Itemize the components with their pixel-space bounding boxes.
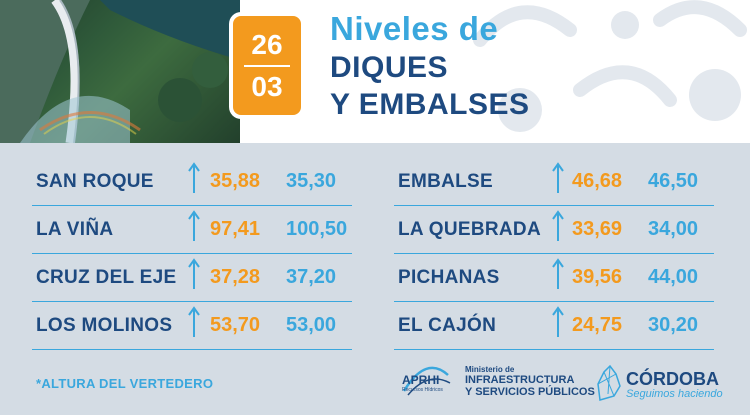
reservoir-row: LA QUEBRADA 33,69 34,00 — [394, 206, 714, 254]
reservoir-list-left: SAN ROQUE 35,88 35,30 LA VIÑA 97,41 100,… — [32, 158, 352, 350]
spillway-level: 100,50 — [286, 218, 348, 240]
reservoir-row: EL CAJÓN 24,75 30,20 — [394, 302, 714, 350]
title-line-2: DIQUES — [330, 51, 449, 84]
aprhi-logo: APRHI Recursos Hídricos — [398, 361, 454, 401]
date-day: 26 — [251, 28, 283, 60]
arrow-up-icon — [552, 162, 564, 193]
arrow-up-icon — [552, 306, 564, 337]
ministry-line-3: Y SERVICIOS PÚBLICOS — [465, 386, 595, 398]
header-banner: 26 03 Niveles de DIQUES Y EMBALSES — [0, 0, 750, 143]
title-line-1: Niveles de — [330, 10, 499, 47]
arrow-up-icon — [552, 210, 564, 241]
arrow-up-icon — [188, 162, 200, 193]
current-level: 53,70 — [210, 314, 261, 336]
cordoba-logo: CÓRDOBA Seguimos haciendo — [626, 370, 723, 400]
ministry-logo: Ministerio de INFRAESTRUCTURA Y SERVICIO… — [465, 365, 595, 398]
cordoba-emblem-icon — [597, 364, 621, 401]
reservoir-name: LOS MOLINOS — [36, 315, 173, 336]
arrow-up-icon — [188, 258, 200, 289]
reservoir-list-right: EMBALSE 46,68 46,50 LA QUEBRADA 33,69 34… — [394, 158, 714, 350]
date-month: 03 — [251, 70, 283, 102]
footnote: *ALTURA DEL VERTEDERO — [36, 376, 214, 391]
cordoba-slogan: Seguimos haciendo — [626, 388, 723, 400]
current-level: 46,68 — [572, 170, 623, 192]
decorative-pattern — [473, 0, 747, 132]
reservoir-name: EMBALSE — [398, 171, 493, 192]
ministry-line-1: Ministerio de — [465, 365, 515, 374]
current-level: 35,88 — [210, 170, 261, 192]
reservoir-row: SAN ROQUE 35,88 35,30 — [32, 158, 352, 206]
aprhi-logo-subtext: Recursos Hídricos — [402, 387, 443, 393]
date-badge: 26 03 — [233, 16, 301, 115]
reservoir-row: PICHANAS 39,56 44,00 — [394, 254, 714, 302]
reservoir-name: EL CAJÓN — [398, 315, 497, 336]
spillway-level: 30,20 — [648, 314, 699, 336]
reservoir-row: CRUZ DEL EJE 37,28 37,20 — [32, 254, 352, 302]
spillway-level: 53,00 — [286, 314, 337, 336]
reservoir-name: CRUZ DEL EJE — [36, 267, 177, 288]
spillway-level: 44,00 — [648, 266, 699, 288]
current-level: 24,75 — [572, 314, 623, 336]
reservoir-name: LA VIÑA — [36, 219, 114, 240]
spillway-level: 35,30 — [286, 170, 337, 192]
aprhi-logo-text: APRHI — [402, 373, 440, 387]
current-level: 97,41 — [210, 218, 261, 240]
ministry-line-2: INFRAESTRUCTURA — [465, 374, 575, 386]
current-level: 37,28 — [210, 266, 261, 288]
reservoir-row: EMBALSE 46,68 46,50 — [394, 158, 714, 206]
date-divider — [244, 64, 290, 67]
reservoir-row: LOS MOLINOS 53,70 53,00 — [32, 302, 352, 350]
reservoir-name: LA QUEBRADA — [398, 219, 541, 240]
spillway-level: 34,00 — [648, 218, 699, 240]
cordoba-logo-text: CÓRDOBA — [626, 369, 719, 389]
title-line-3: Y EMBALSES — [330, 88, 530, 121]
spillway-level: 46,50 — [648, 170, 699, 192]
arrow-up-icon — [188, 306, 200, 337]
arrow-up-icon — [188, 210, 200, 241]
current-level: 39,56 — [572, 266, 623, 288]
arrow-up-icon — [552, 258, 564, 289]
current-level: 33,69 — [572, 218, 623, 240]
spillway-level: 37,20 — [286, 266, 337, 288]
reservoir-row: LA VIÑA 97,41 100,50 — [32, 206, 352, 254]
reservoir-name: SAN ROQUE — [36, 171, 154, 192]
reservoir-name: PICHANAS — [398, 267, 500, 288]
dam-photo — [0, 0, 240, 143]
